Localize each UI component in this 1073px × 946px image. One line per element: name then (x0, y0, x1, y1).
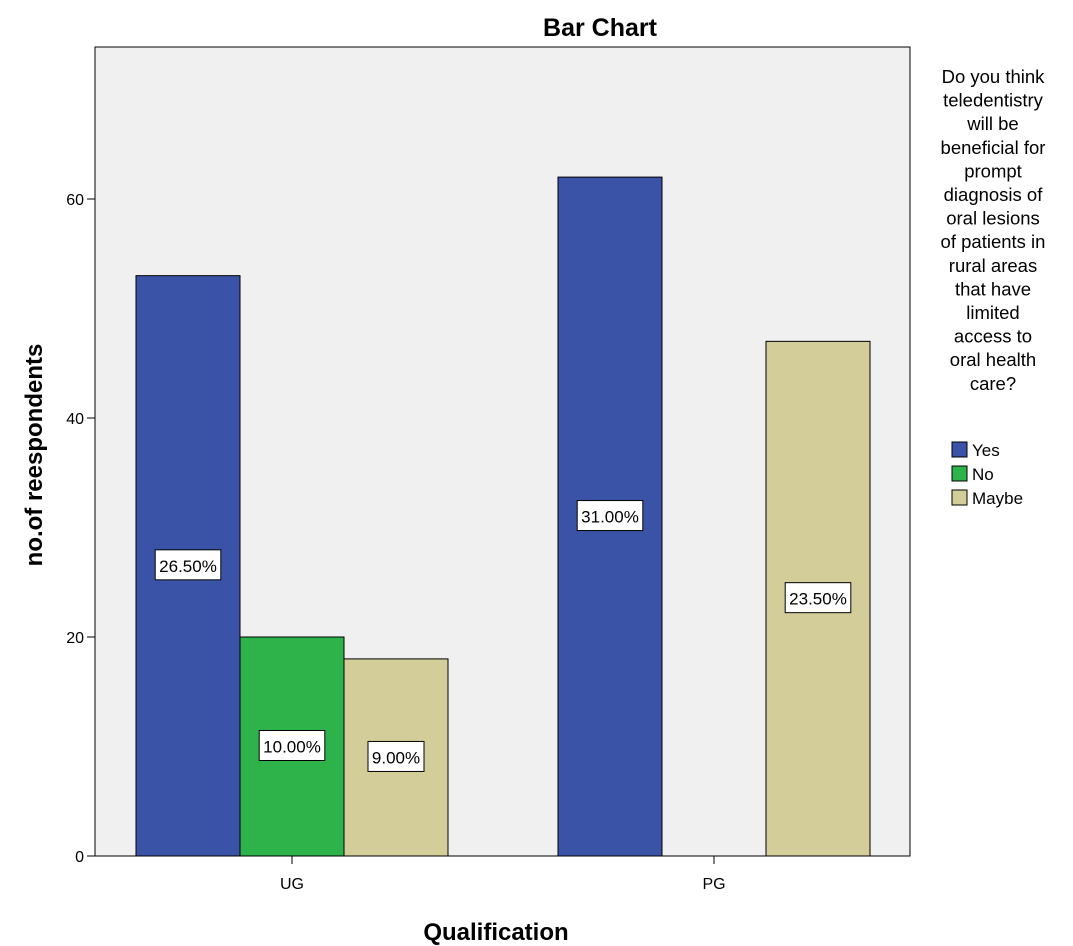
legend-title-line: prompt (964, 160, 1022, 181)
data-label: 23.50% (789, 590, 847, 609)
legend-label-no: No (972, 465, 994, 484)
legend-title-line: oral lesions (946, 208, 1040, 229)
y-axis: 0 20 40 60 (66, 192, 95, 866)
legend-title-line: will be (966, 113, 1018, 134)
data-label: 26.50% (159, 557, 217, 576)
data-label-box (258, 730, 326, 761)
y-tick-label: 0 (75, 849, 84, 866)
legend-swatch-no (951, 465, 968, 482)
x-axis-title: Qualification (423, 919, 568, 946)
legend-title-line: that have (955, 278, 1031, 299)
bars (135, 176, 871, 857)
data-label-box (576, 500, 644, 532)
data-label-box (367, 740, 425, 772)
chart-title: Bar Chart (543, 14, 658, 42)
legend-label-maybe: Maybe (972, 489, 1023, 508)
legend-swatch-maybe (951, 489, 968, 506)
legend-swatch-yes (951, 441, 968, 458)
legend-title-line: limited (966, 302, 1019, 323)
legend-label-yes: Yes (972, 441, 1000, 460)
y-axis-title: no.of reespondents (21, 344, 48, 567)
legend-title-line: beneficial for (941, 137, 1046, 158)
data-label-box (784, 582, 852, 614)
legend-title-line: teledentistry (943, 90, 1043, 111)
y-tick-label: 40 (66, 411, 84, 428)
y-tick-label: 20 (66, 630, 84, 647)
legend-title-line: care? (970, 373, 1016, 394)
legend-title-line: rural areas (949, 255, 1037, 276)
y-tick-label: 60 (66, 192, 84, 209)
legend-title-line: access to (954, 326, 1032, 347)
legend-title-line: of patients in (941, 231, 1046, 252)
data-label: 10.00% (263, 738, 321, 757)
x-axis: UG PG (280, 856, 726, 893)
legend-title-line: oral health (950, 349, 1036, 370)
data-label-box (154, 549, 222, 581)
data-label: 31.00% (581, 508, 639, 527)
x-tick-label: PG (702, 876, 725, 893)
x-tick-label: UG (280, 876, 304, 893)
legend-title-line: Do you think (942, 66, 1046, 87)
data-labels: 26.50% 10.00% 9.00% 31.00% 23.50% (154, 500, 852, 772)
data-label: 9.00% (372, 748, 420, 767)
legend-title-line: diagnosis of (944, 184, 1044, 205)
